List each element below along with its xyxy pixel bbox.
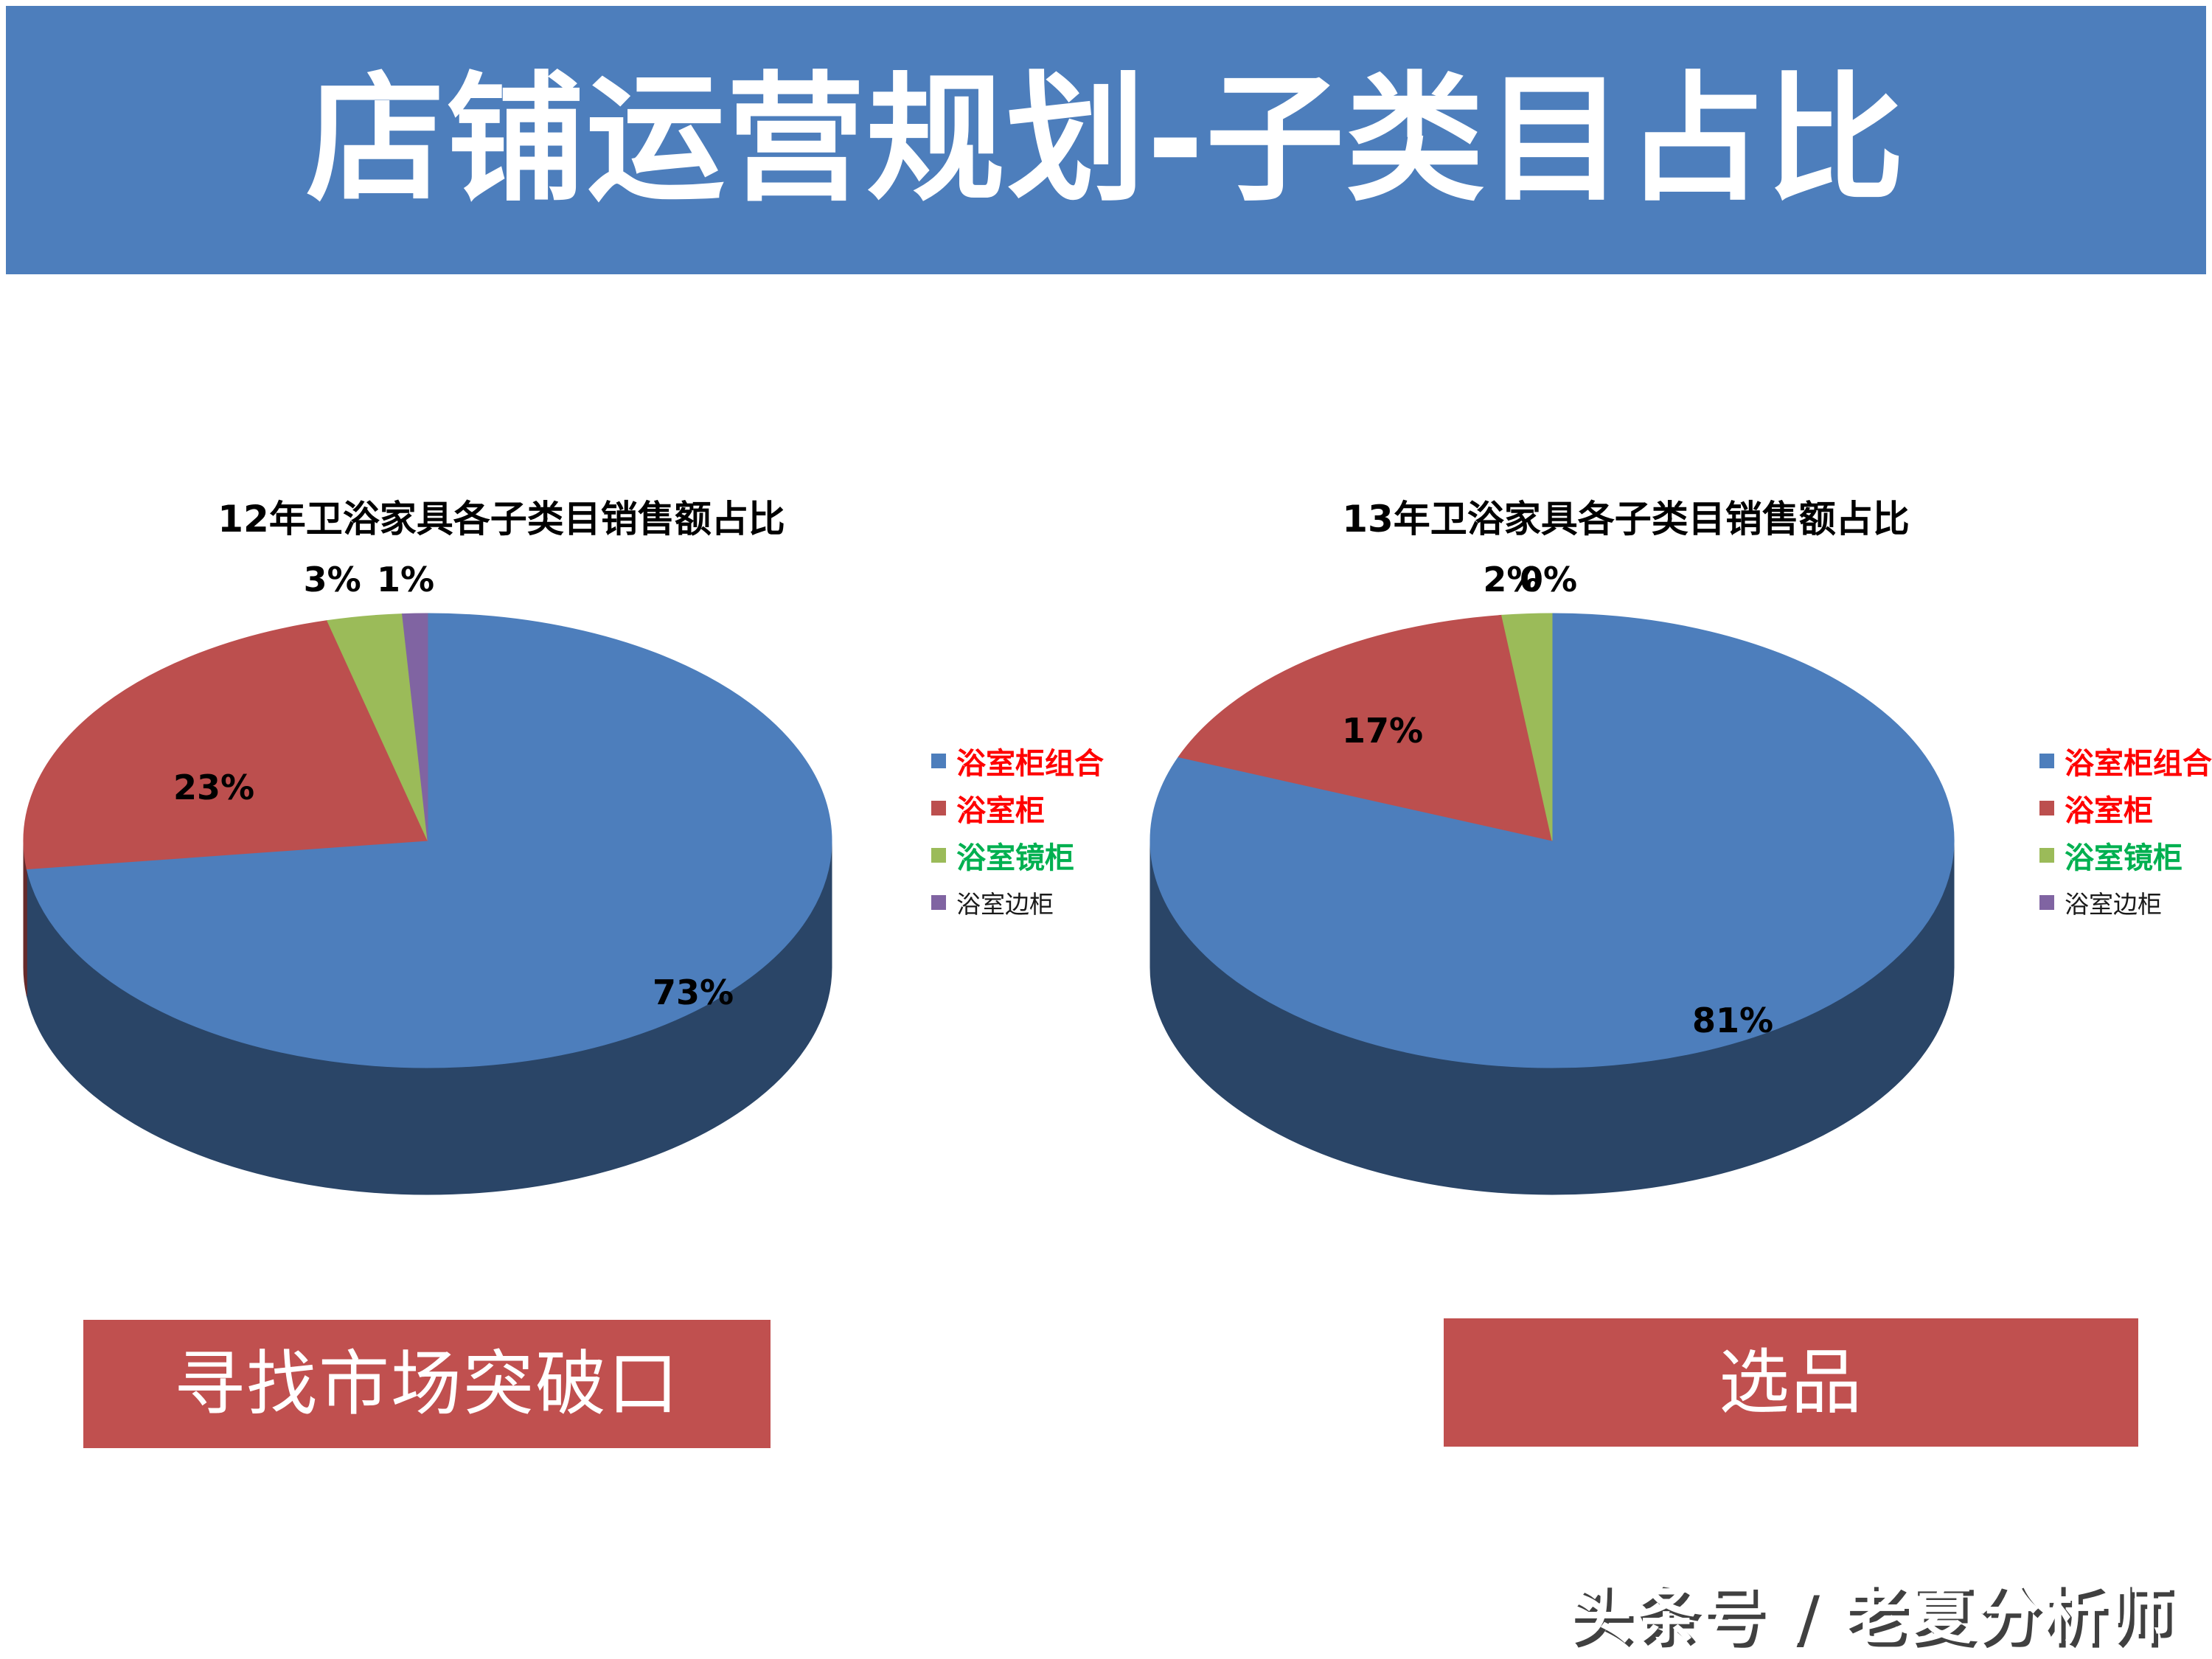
pie-1-label-1: 17% (1342, 711, 1423, 751)
legend-item: 浴室柜 (2039, 786, 2212, 830)
chart-title-right: 13年卫浴家具各子类目销售额占比 (1342, 498, 1910, 540)
header-banner: 店铺运营规划-子类目占比 (6, 6, 2206, 274)
legend-item: 浴室边柜 (2039, 880, 2212, 925)
legend-item: 浴室镜柜 (2039, 833, 2212, 877)
pie-1-label-3: 0% (1520, 560, 1577, 599)
legend-right: 浴室柜组合浴室柜浴室镜柜浴室边柜 (2039, 739, 2212, 928)
legend-label: 浴室边柜 (956, 890, 1054, 919)
callout-find-breakthrough: 寻找市场突破口 (83, 1320, 771, 1448)
legend-swatch (931, 895, 946, 910)
legend-item: 浴室柜组合 (931, 739, 1104, 783)
chart-title-left: 12年卫浴家具各子类目销售额占比 (218, 498, 785, 540)
legend-item: 浴室柜 (931, 786, 1104, 830)
legend-label: 浴室柜组合 (956, 747, 1104, 781)
callout-product-selection: 选品 (1444, 1318, 2138, 1447)
legend-label: 浴室柜组合 (2065, 747, 2212, 781)
legend-label: 浴室边柜 (2065, 890, 2162, 919)
legend-swatch (2039, 801, 2054, 815)
pie-0-slice-3 (402, 613, 428, 841)
legend-left: 浴室柜组合浴室柜浴室镜柜浴室边柜 (931, 739, 1104, 928)
watermark: 头条号 / 老夏分析师 (1568, 1579, 2175, 1652)
pie-0-label-3: 1% (377, 560, 434, 599)
page-title: 店铺运营规划-子类目占比 (305, 59, 1907, 220)
legend-swatch (2039, 754, 2054, 768)
legend-label: 浴室镜柜 (2065, 841, 2183, 875)
legend-swatch (2039, 895, 2054, 910)
legend-label: 浴室柜 (956, 794, 1045, 828)
legend-item: 浴室边柜 (931, 880, 1104, 925)
pie-1-slice-1 (1178, 614, 1553, 841)
pie-0-label-2: 3% (304, 560, 361, 599)
legend-swatch (931, 848, 946, 863)
legend-item: 浴室柜组合 (2039, 739, 2212, 783)
pie-1-label-2: 2% (1483, 560, 1540, 599)
legend-swatch (2039, 848, 2054, 863)
legend-item: 浴室镜柜 (931, 833, 1104, 877)
legend-swatch (931, 754, 946, 768)
pie-0-slice-0 (26, 613, 832, 1068)
pie-0-label-0: 73% (653, 973, 734, 1012)
legend-label: 浴室柜 (2065, 794, 2153, 828)
pie-1-slice-2 (1501, 613, 1553, 841)
legend-label: 浴室镜柜 (956, 841, 1074, 875)
pie-1-label-0: 81% (1692, 1001, 1773, 1040)
legend-swatch (931, 801, 946, 815)
pie-0-slice-1 (23, 620, 428, 870)
pie-0-label-1: 23% (173, 768, 254, 807)
